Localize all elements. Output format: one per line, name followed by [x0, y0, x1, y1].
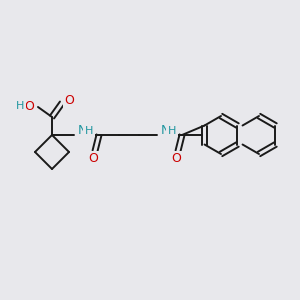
Text: O: O	[64, 94, 74, 107]
Text: H: H	[16, 101, 24, 111]
Text: O: O	[24, 100, 34, 112]
Text: O: O	[171, 152, 181, 166]
Text: H: H	[168, 126, 176, 136]
Text: N: N	[77, 124, 87, 137]
Text: H: H	[85, 126, 93, 136]
Text: O: O	[88, 152, 98, 166]
Text: N: N	[160, 124, 170, 137]
